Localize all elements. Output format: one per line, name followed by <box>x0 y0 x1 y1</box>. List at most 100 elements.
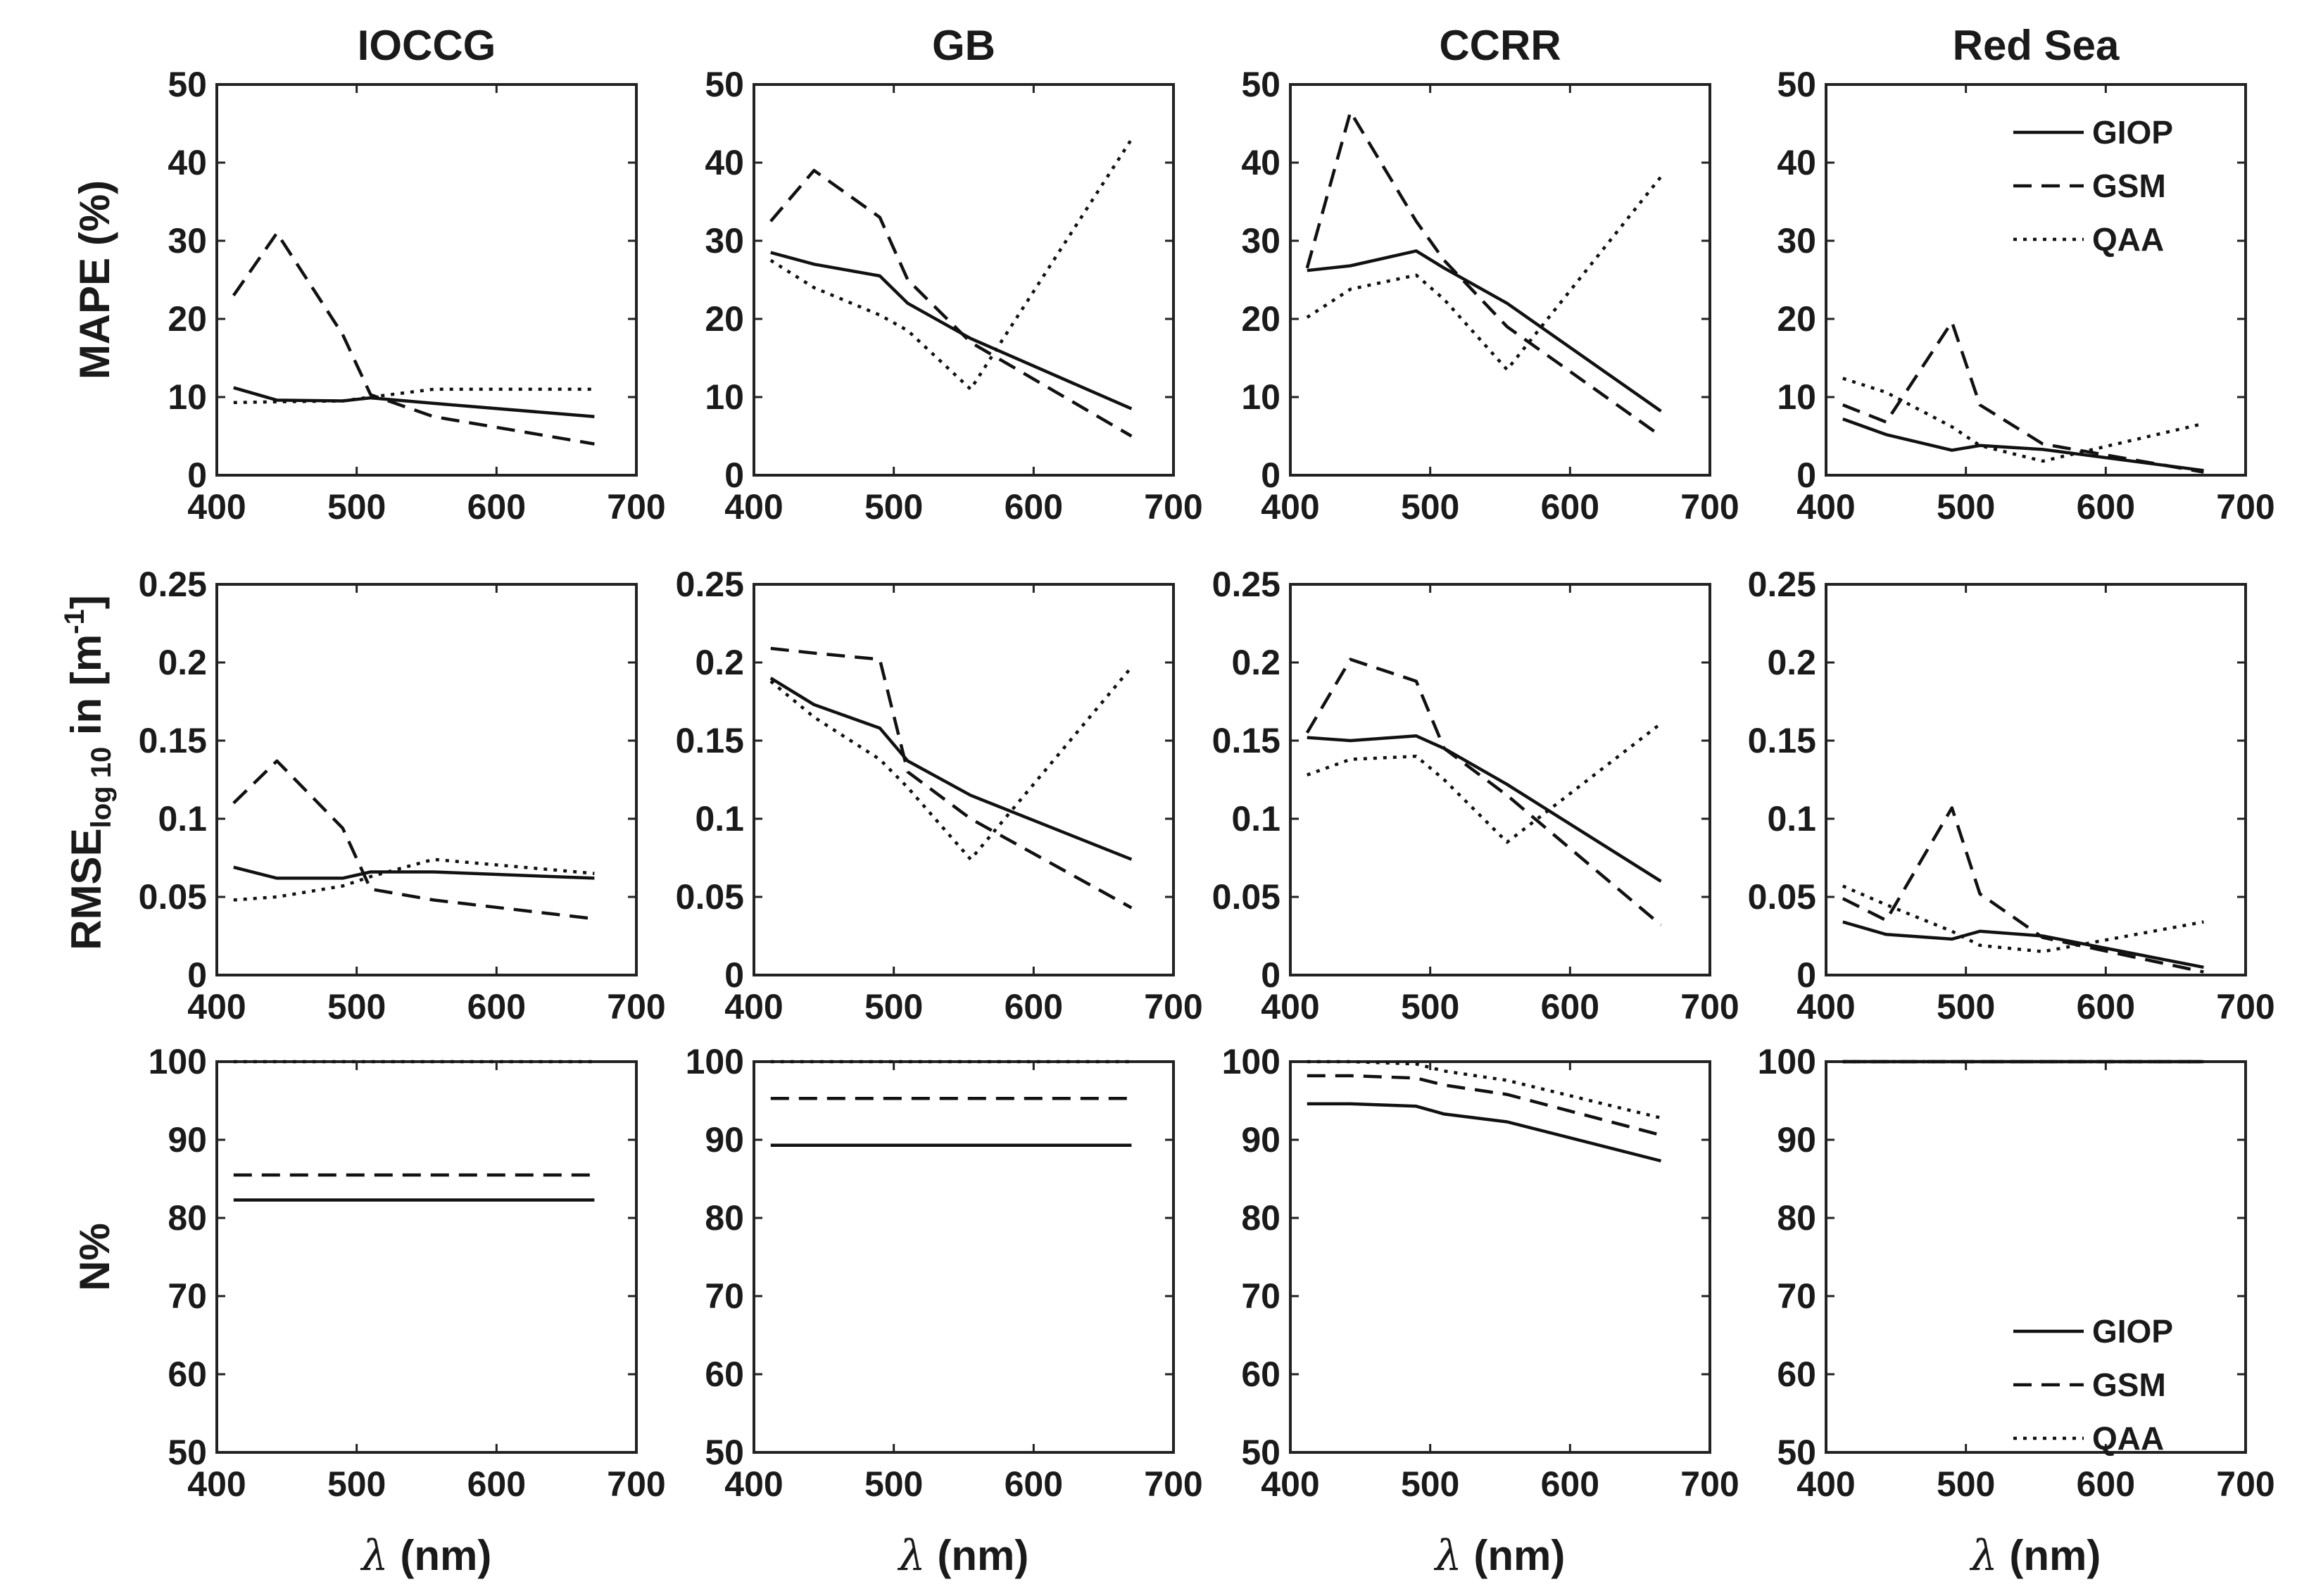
panel-mape-ioccg-series-gsm <box>232 231 595 446</box>
x-axis-label-unit: (nm) <box>926 1532 1029 1579</box>
y-axis-label-rmse-superscript: -1 <box>59 609 90 634</box>
panel-mape-red-sea-ytick-label: 20 <box>1777 299 1816 339</box>
panel-n-red-sea-xtick-label: 700 <box>2216 1464 2274 1504</box>
panel-rmse-ccrr-ytick-label: 0.2 <box>1231 643 1280 682</box>
panel-mape-ioccg-axes-box <box>215 83 638 477</box>
panel-n-ioccg-xtick-label: 400 <box>187 1464 246 1504</box>
panel-rmse-ioccg-ytick-label: 0.1 <box>158 799 207 838</box>
panel-mape-gb-xtick-label: 500 <box>864 487 923 527</box>
panel-mape-gb-ytick-label: 0 <box>724 455 744 495</box>
panel-mape-ccrr-xtick-label: 700 <box>1680 487 1739 527</box>
x-axis-label-symbol: λ <box>360 1531 389 1581</box>
panel-mape-red-sea-xtick-label: 700 <box>2216 487 2274 527</box>
panel-n-gb-axes-box <box>753 1060 1175 1454</box>
panel-rmse-gb-xtick-label: 600 <box>1005 987 1063 1026</box>
panel-n-ioccg-ytick-label: 70 <box>168 1276 207 1316</box>
panel-mape-gb-axes-box <box>753 83 1175 477</box>
panel-mape-gb-series-gsm <box>769 168 1133 438</box>
panel-mape-ioccg-ytick-label: 10 <box>168 377 207 417</box>
panel-mape-ioccg: 0 10 20 30 40 50 400 500 600 700 <box>168 65 665 527</box>
panel-rmse-gb-series-giop <box>769 677 1133 861</box>
legend-label-qaa: QAA <box>2092 1420 2164 1457</box>
panel-n-ccrr-ytick-label: 50 <box>1241 1433 1280 1472</box>
panel-rmse-ioccg-xtick-label: 400 <box>187 987 246 1026</box>
panel-n-ioccg-ytick-label: 60 <box>168 1355 207 1394</box>
panel-n-red-sea-ytick-label: 80 <box>1777 1198 1816 1238</box>
panel-mape-red-sea-ytick-label: 0 <box>1796 455 1816 495</box>
panel-mape-ccrr-ytick-label: 40 <box>1241 143 1280 182</box>
y-axis-label-rmse-main: RMSE <box>63 828 110 950</box>
panel-mape-ccrr-series-giop <box>1307 249 1662 413</box>
panel-mape-red-sea-xtick-label: 500 <box>1937 487 1995 527</box>
panel-rmse-ioccg-ytick-label: 0.05 <box>139 877 207 917</box>
panel-rmse-ioccg-ytick-label: 0.2 <box>158 643 207 682</box>
panel-rmse-ccrr-series-qaa <box>1307 722 1662 844</box>
y-axis-label-mape: MAPE (%) <box>71 180 118 379</box>
panel-mape-red-sea-ytick-label: 40 <box>1777 143 1816 182</box>
panel-rmse-gb-ytick-label: 0.15 <box>676 721 744 760</box>
panel-rmse-ioccg-xtick-label: 700 <box>607 987 665 1026</box>
panel-rmse-gb-ytick-label: 0.2 <box>695 643 744 682</box>
panel-mape-ccrr: 0 10 20 30 40 50 400 500 600 700 <box>1241 65 1739 527</box>
panel-rmse-red-sea-series-qaa <box>1842 884 2204 953</box>
legend-label-gsm: GSM <box>2092 1366 2166 1403</box>
panel-mape-ccrr-ytick-label: 30 <box>1241 221 1280 260</box>
x-axis-label-red-sea: λ (nm) <box>1970 1531 2101 1581</box>
panel-rmse-ioccg-axes-box <box>215 583 638 976</box>
x-axis-label-symbol: λ <box>1970 1531 1998 1581</box>
panel-mape-ccrr-ytick-label: 0 <box>1261 455 1280 495</box>
panel-mape-ccrr-ytick-label: 20 <box>1241 299 1280 339</box>
panel-rmse-red-sea-xtick-label: 700 <box>2216 987 2274 1026</box>
panel-rmse-ioccg-xtick-label: 500 <box>327 987 386 1026</box>
panel-n-ioccg-axes-box <box>215 1060 638 1454</box>
panel-rmse-gb-xtick-label: 700 <box>1144 987 1202 1026</box>
panel-mape-ccrr-xtick-label: 600 <box>1541 487 1599 527</box>
panel-rmse-gb-axes-box <box>753 583 1175 976</box>
panel-mape-ioccg-xtick-label: 500 <box>327 487 386 527</box>
panel-rmse-red-sea-ytick-label: 0.1 <box>1767 799 1816 838</box>
panel-mape-red-sea-axes-box <box>1825 83 2247 477</box>
legend-label-giop: GIOP <box>2092 1313 2173 1350</box>
panel-mape-red-sea-ytick-label: 10 <box>1777 377 1816 417</box>
panel-n-gb-xtick-label: 700 <box>1144 1464 1202 1504</box>
panel-n-red-sea-ytick-label: 60 <box>1777 1355 1816 1394</box>
panel-n-gb-xtick-label: 500 <box>864 1464 923 1504</box>
panel-rmse-gb-series-gsm <box>770 646 1133 910</box>
panel-rmse-red-sea-ytick-label: 0.2 <box>1767 643 1816 682</box>
panel-rmse-ccrr: 0 0.05 0.1 0.15 0.2 0.25 400 500 600 700 <box>1212 565 1739 1026</box>
panel-rmse-ioccg-series-giop <box>233 865 595 880</box>
panel-n-red-sea-ytick-label: 100 <box>1758 1042 1816 1081</box>
panel-n-red-sea: 50 60 70 80 90 100 400 500 600 700 <box>1758 1042 2275 1504</box>
panel-n-ccrr-series-qaa <box>1307 1060 1662 1120</box>
panel-n-ccrr-xtick-label: 400 <box>1261 1464 1319 1504</box>
panel-mape-red-sea-ytick-label: 50 <box>1777 65 1816 104</box>
panel-rmse-ioccg-series-gsm <box>232 759 595 921</box>
panel-n-ccrr-xtick-label: 700 <box>1680 1464 1739 1504</box>
panel-rmse-ioccg-ytick-label: 0.25 <box>139 565 207 604</box>
panel-n-red-sea-xtick-label: 500 <box>1937 1464 1995 1504</box>
panel-mape-ioccg-series-qaa <box>233 387 595 405</box>
panel-mape-ioccg-series-giop <box>233 386 595 419</box>
panel-rmse-ioccg-ytick-label: 0.15 <box>139 721 207 760</box>
panel-n-ioccg-ytick-label: 50 <box>168 1433 207 1472</box>
panel-n-gb: 50 60 70 80 90 100 400 500 600 700 <box>686 1042 1203 1504</box>
panel-mape-ccrr-xtick-label: 400 <box>1261 487 1319 527</box>
panel-mape-gb-ytick-label: 10 <box>705 377 744 417</box>
panel-mape-ioccg-xtick-label: 400 <box>187 487 246 527</box>
panel-n-ccrr-ytick-label: 70 <box>1241 1276 1280 1316</box>
panel-mape-ioccg-ytick-label: 30 <box>168 221 207 260</box>
panel-mape-ccrr-ytick-label: 50 <box>1241 65 1280 104</box>
panel-rmse-ccrr-ytick-label: 0.1 <box>1231 799 1280 838</box>
panel-mape-ccrr-ytick-label: 10 <box>1241 377 1280 417</box>
panel-n-ccrr-axes-box <box>1289 1060 1711 1454</box>
panel-n-gb-ytick-label: 100 <box>686 1042 744 1081</box>
panel-n-ccrr-ytick-label: 80 <box>1241 1198 1280 1238</box>
panel-mape-ioccg-ytick-label: 20 <box>168 299 207 339</box>
panel-n-red-sea-ytick-label: 90 <box>1777 1120 1816 1160</box>
panel-mape-gb-xtick-label: 400 <box>724 487 783 527</box>
panel-rmse-ccrr-xtick-label: 500 <box>1401 987 1459 1026</box>
panel-rmse-ioccg-xtick-label: 600 <box>467 987 526 1026</box>
panel-rmse-ccrr-ytick-label: 0.05 <box>1212 877 1280 917</box>
panel-rmse-ccrr-series-gsm <box>1305 658 1662 926</box>
panel-rmse-red-sea-axes-box <box>1825 583 2247 976</box>
